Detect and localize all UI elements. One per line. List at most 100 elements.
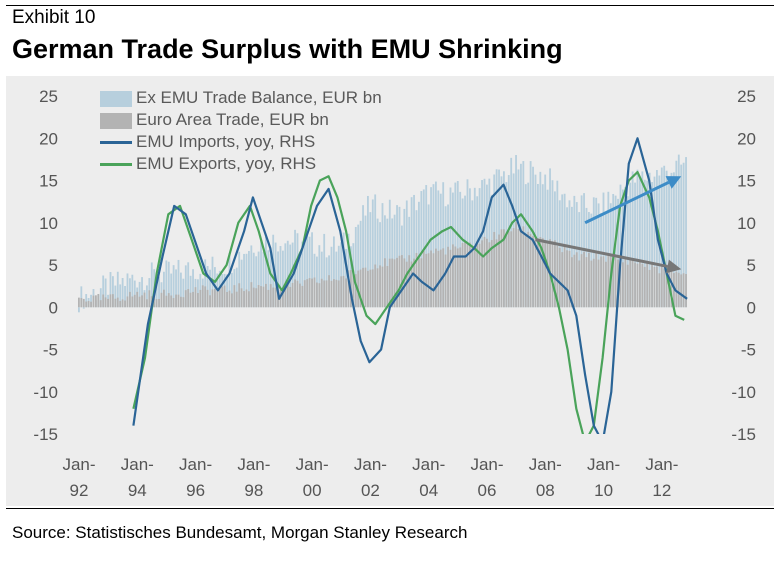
ex-emu-bar: [580, 195, 583, 308]
ex-emu-bar: [357, 224, 360, 308]
euro-area-bar: [260, 286, 262, 308]
y-right-tick-label: 15: [737, 172, 756, 191]
euro-area-bar: [529, 234, 532, 308]
euro-area-bar: [432, 253, 435, 308]
euro-area-bar: [660, 266, 663, 308]
euro-area-bar: [78, 297, 80, 308]
euro-area-bar: [291, 282, 294, 308]
ex-emu-bar: [364, 215, 367, 308]
ex-emu-bar: [172, 265, 175, 308]
euro-area-bar: [459, 247, 462, 308]
x-tick-label: Jan-: [62, 455, 95, 474]
euro-area-bar: [296, 280, 299, 308]
euro-area-bar: [182, 297, 185, 308]
euro-area-bar: [520, 231, 522, 308]
euro-area-bar: [388, 258, 391, 308]
ex-emu-bar: [323, 233, 326, 308]
euro-area-bar: [172, 298, 175, 308]
ex-emu-bar: [80, 286, 83, 308]
exhibit-label: Exhibit 10: [12, 7, 96, 28]
ex-emu-bar: [284, 243, 287, 308]
y-left-tick-label: 0: [49, 298, 58, 317]
bottom-rule: [6, 508, 774, 509]
ex-emu-bar: [619, 184, 622, 308]
euro-area-bar: [675, 271, 678, 308]
ex-emu-bar: [296, 233, 299, 308]
euro-area-bar: [422, 251, 425, 308]
euro-area-bar: [269, 284, 272, 308]
euro-area-bar: [109, 294, 112, 308]
ex-emu-bar: [260, 240, 262, 308]
ex-emu-bar: [614, 195, 617, 308]
euro-area-bar: [658, 273, 661, 308]
ex-emu-bar: [158, 276, 160, 308]
euro-area-bar: [580, 254, 583, 308]
top-rule: [6, 5, 774, 6]
euro-area-bar: [568, 250, 571, 308]
x-tick-label: 12: [652, 481, 671, 500]
euro-area-bar: [194, 287, 197, 308]
euro-area-bar: [498, 234, 500, 308]
x-tick-label: Jan-: [237, 455, 270, 474]
euro-area-bar: [328, 275, 330, 308]
x-tick-label: Jan-: [529, 455, 562, 474]
ex-emu-bar: [660, 167, 663, 308]
euro-area-bar: [624, 258, 627, 308]
y-left-tick-label: -5: [43, 341, 58, 360]
euro-area-bar: [425, 253, 428, 308]
euro-area-bar: [99, 300, 102, 308]
euro-area-bar: [308, 278, 311, 308]
euro-area-bar: [325, 280, 328, 308]
x-tick-label: 10: [594, 481, 613, 500]
ex-emu-bar: [673, 172, 675, 308]
euro-area-bar: [415, 252, 418, 308]
euro-area-bar: [495, 239, 498, 308]
euro-area-bar: [643, 266, 646, 308]
x-tick-label: Jan-: [587, 455, 620, 474]
euro-area-bar: [505, 232, 508, 308]
euro-area-bar: [427, 253, 430, 308]
ex-emu-bar: [345, 248, 347, 308]
euro-area-bar: [597, 259, 600, 308]
euro-area-bar: [206, 289, 209, 308]
euro-area-bar: [119, 300, 122, 308]
ex-emu-bar: [177, 259, 180, 308]
euro-area-bar: [252, 287, 255, 308]
euro-area-bar: [585, 257, 588, 308]
ex-emu-bar: [680, 164, 683, 308]
euro-area-bar: [503, 229, 505, 308]
chart-title: German Trade Surplus with EMU Shrinking: [12, 34, 563, 64]
ex-emu-bar: [182, 278, 185, 308]
ex-emu-bar: [119, 284, 122, 308]
ex-emu-bar: [306, 235, 309, 308]
euro-area-bar: [590, 260, 593, 308]
euro-area-bar: [371, 269, 374, 308]
euro-area-bar: [257, 285, 260, 308]
euro-area-bar: [209, 295, 211, 308]
ex-emu-bar: [226, 274, 228, 308]
ex-emu-bar: [634, 182, 636, 308]
euro-area-bar: [456, 248, 459, 308]
euro-area-bar: [97, 293, 100, 308]
ex-emu-bar: [189, 275, 192, 308]
euro-area-bar: [141, 295, 143, 308]
ex-emu-bar: [257, 251, 260, 308]
trend-arrow-up-head: [665, 176, 682, 189]
euro-area-bar: [121, 299, 124, 308]
ex-emu-bar: [255, 256, 258, 308]
y-axis-left: 25 20 15 10 5 0 -5 -10 -15: [33, 87, 58, 444]
euro-area-bar: [631, 258, 634, 308]
ex-emu-bar: [228, 253, 231, 308]
ex-emu-bar: [114, 285, 117, 308]
euro-area-bar: [311, 278, 313, 308]
euro-area-bar: [240, 288, 243, 308]
ex-emu-bar: [561, 194, 564, 308]
ex-emu-bar: [668, 180, 670, 308]
euro-area-bar: [92, 295, 95, 308]
euro-area-bar: [133, 294, 136, 308]
x-tick-label: Jan-: [412, 455, 445, 474]
ex-emu-bar: [359, 220, 362, 308]
euro-area-bar: [163, 289, 165, 308]
euro-area-bar: [488, 242, 491, 308]
ex-emu-bar: [206, 266, 209, 308]
